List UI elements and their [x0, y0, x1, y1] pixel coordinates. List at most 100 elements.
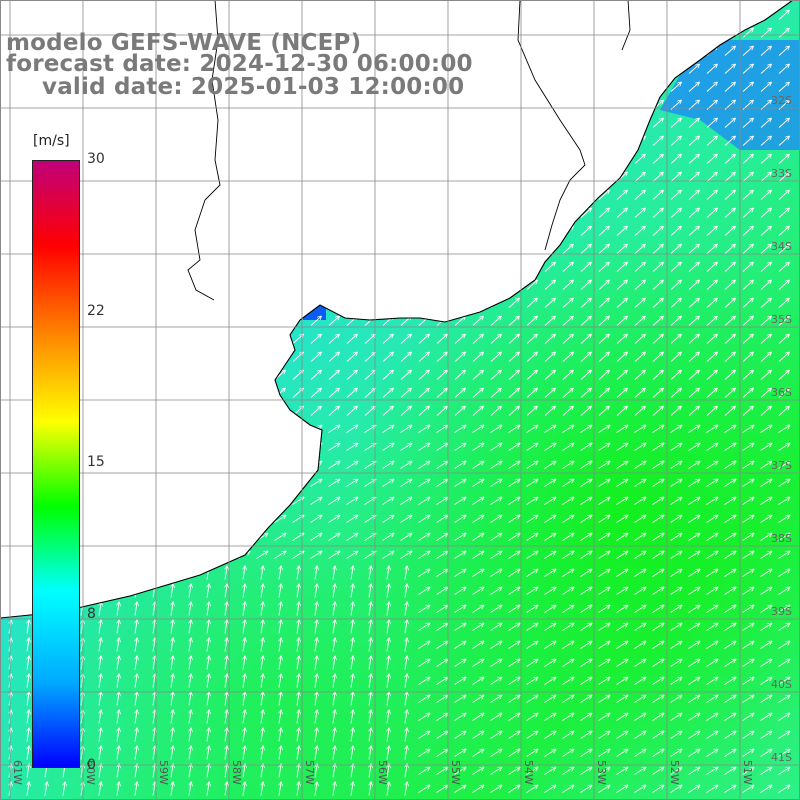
wind-arrow: [27, 585, 29, 598]
wind-arrow: [472, 227, 483, 236]
wind-arrow: [742, 353, 753, 362]
wind-arrow: [274, 480, 286, 487]
wind-arrow: [706, 335, 717, 344]
wind-arrow: [742, 588, 754, 595]
wind-arrow: [238, 516, 250, 523]
wind-arrow: [616, 426, 628, 433]
wind-arrow: [670, 137, 681, 146]
wind-arrow: [580, 570, 592, 577]
wind-arrow: [400, 353, 411, 362]
wind-arrow: [616, 137, 627, 146]
wind-arrow: [112, 119, 123, 128]
wind-arrow: [112, 534, 124, 541]
wind-arrow: [652, 426, 664, 433]
wind-arrow: [94, 444, 106, 451]
wind-arrow: [562, 299, 573, 308]
wind-arrow: [472, 29, 483, 38]
wind-arrow: [328, 263, 339, 272]
wind-arrow: [99, 621, 101, 634]
wind-arrow: [184, 480, 196, 487]
wind-arrow: [418, 516, 430, 523]
wind-arrow: [274, 516, 286, 523]
wind-arrow: [238, 317, 249, 326]
wind-arrow: [490, 317, 501, 326]
wind-arrow: [526, 389, 537, 398]
wind-arrow: [454, 353, 465, 362]
wind-arrow: [202, 552, 214, 559]
wind-arrow: [454, 119, 465, 128]
wind-arrow: [310, 389, 321, 398]
wind-arrow: [706, 444, 718, 451]
longitude-label: 52W: [668, 760, 681, 785]
wind-arrow: [742, 552, 754, 559]
wind-arrow: [760, 83, 771, 92]
wind-arrow: [405, 567, 407, 580]
wind-arrow: [508, 516, 520, 523]
wind-arrow: [724, 462, 736, 469]
wind-arrow: [544, 65, 555, 74]
wind-arrow: [166, 480, 178, 487]
wind-arrow: [148, 335, 159, 344]
wind-arrow: [544, 371, 555, 380]
latitude-label: 40S: [771, 678, 792, 691]
wind-arrow: [22, 11, 33, 20]
wind-arrow: [706, 516, 718, 523]
wind-arrow: [40, 119, 51, 128]
wind-arrow: [315, 567, 317, 580]
wind-arrow: [562, 245, 573, 254]
wind-arrow: [256, 11, 267, 20]
wind-arrow: [616, 389, 627, 398]
wind-arrow: [310, 137, 321, 146]
wind-arrow: [634, 606, 646, 613]
wind-arrow: [405, 603, 407, 616]
wind-arrow: [112, 245, 123, 254]
wind-arrow: [184, 353, 195, 362]
wind-arrow: [238, 444, 250, 451]
wind-arrow: [562, 335, 573, 344]
wind-arrow: [99, 585, 101, 598]
wind-arrow: [472, 498, 484, 505]
wind-arrow: [652, 191, 663, 200]
wind-arrow: [22, 119, 33, 128]
wind-arrow: [436, 462, 448, 469]
wind-arrow: [328, 426, 340, 433]
wind-arrow: [274, 227, 285, 236]
wind-arrow: [436, 191, 447, 200]
wind-arrow: [526, 570, 538, 577]
wind-arrow: [724, 570, 736, 577]
wind-arrow: [310, 173, 321, 182]
wind-arrow: [562, 173, 573, 182]
longitude-label: 55W: [449, 760, 462, 785]
wind-arrow: [351, 603, 353, 616]
wind-arrow: [778, 47, 789, 56]
wind-arrow: [189, 621, 191, 634]
wind-arrow: [670, 47, 681, 56]
wind-arrow: [130, 119, 141, 128]
wind-arrow: [184, 227, 195, 236]
wind-arrow: [688, 444, 700, 451]
wind-arrow: [328, 389, 339, 398]
wind-arrow: [670, 263, 681, 272]
wind-arrow: [400, 209, 411, 218]
wind-arrow: [472, 119, 483, 128]
wind-arrow: [364, 444, 376, 451]
wind-arrow: [310, 552, 322, 559]
wind-arrow: [544, 498, 556, 505]
wind-arrow: [117, 603, 119, 616]
wind-arrow: [243, 621, 245, 634]
wind-arrow: [508, 552, 520, 559]
wind-arrow: [346, 245, 357, 254]
wind-arrow: [94, 371, 105, 380]
wind-arrow: [346, 516, 358, 523]
wind-arrow: [328, 353, 339, 362]
wind-arrow: [310, 281, 321, 290]
wind-arrow: [688, 498, 700, 505]
wind-arrow: [436, 335, 447, 344]
wind-arrow: [166, 119, 177, 128]
wind-arrow: [346, 209, 357, 218]
wind-arrow: [634, 245, 645, 254]
wind-arrow: [652, 480, 664, 487]
wind-arrow: [544, 299, 555, 308]
wind-arrow: [652, 245, 663, 254]
wind-arrow: [274, 155, 285, 164]
